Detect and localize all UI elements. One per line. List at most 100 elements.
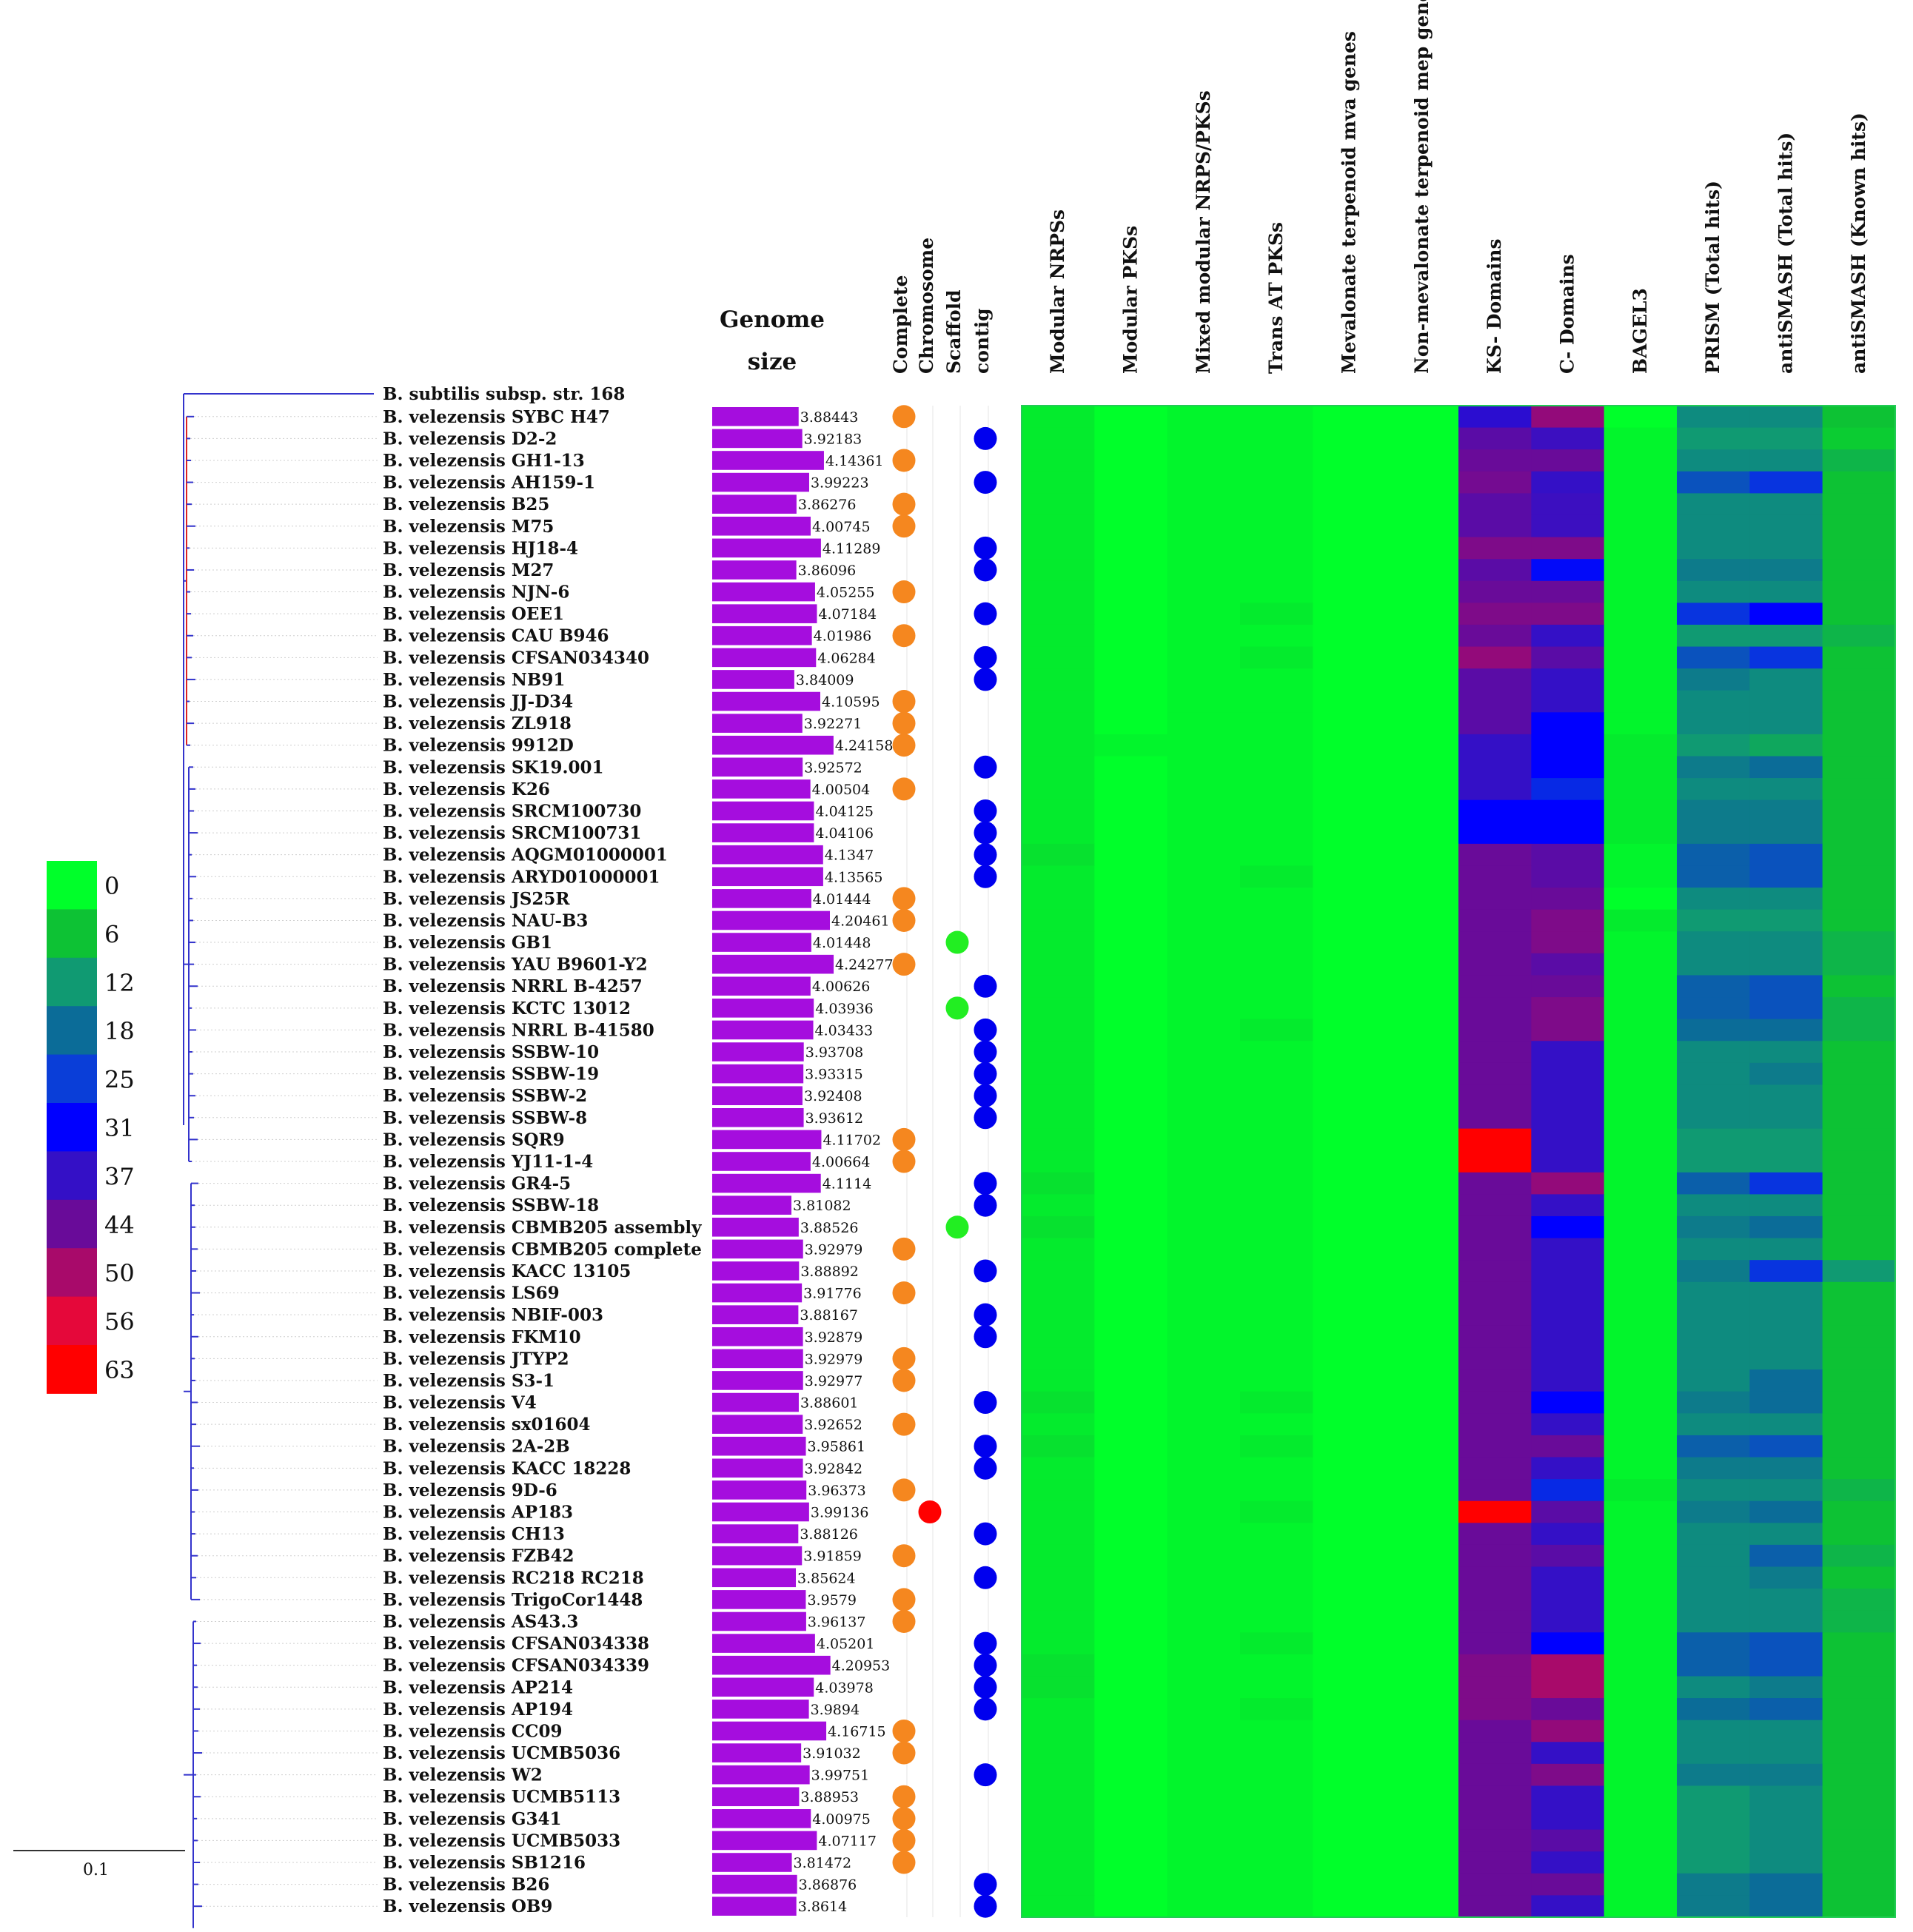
heatmap-cell [1094, 778, 1168, 801]
root-strain: B. subtilis subsp. str. 168 [383, 384, 625, 404]
heatmap-cell [1385, 1873, 1459, 1896]
heatmap-cell [1531, 1107, 1605, 1130]
heatmap-cell [1167, 778, 1241, 801]
heatmap-cell [1385, 1632, 1459, 1655]
heatmap-cell [1458, 668, 1532, 691]
heatmap-cell [1094, 1347, 1168, 1370]
heatmap-cell [1240, 1457, 1313, 1480]
genome-size-bar [712, 691, 820, 711]
heatmap-cell [1385, 799, 1459, 822]
heatmap-cell [1022, 427, 1095, 450]
assembly-dot-complete [892, 514, 916, 538]
heatmap-cell [1531, 690, 1605, 713]
assembly-dot-complete [892, 711, 916, 735]
heatmap-cell [1313, 888, 1387, 910]
heatmap-cell [1531, 888, 1605, 910]
heatmap-cell [1385, 931, 1459, 954]
heatmap-cell [1458, 624, 1532, 648]
heatmap-cell [1167, 449, 1241, 472]
heatmap-cell [1749, 975, 1823, 998]
heatmap-cell [1022, 1457, 1095, 1480]
heatmap-cell [1749, 493, 1823, 516]
heatmap-cell [1094, 1523, 1168, 1546]
strain-label: B. velezensis SSBW-10 [383, 1042, 599, 1062]
heatmap-cell [1458, 1019, 1532, 1042]
heatmap-cell [1677, 1763, 1750, 1787]
genome-size-bar [712, 1809, 811, 1828]
heatmap-cell [1531, 1851, 1605, 1874]
heatmap-cell [1240, 471, 1313, 494]
assembly-dot-contig [974, 1193, 997, 1217]
heatmap-cell [1167, 1632, 1241, 1655]
genome-size-bar [712, 1349, 803, 1369]
assembly-dot-complete [892, 1237, 916, 1261]
heatmap-cell [1167, 1676, 1241, 1699]
strain-label: B. velezensis ZL918 [383, 714, 572, 734]
heatmap-cell [1822, 1851, 1896, 1874]
heatmap-cell [1240, 1107, 1313, 1130]
heatmap-cell [1749, 1128, 1823, 1151]
strain-label: B. velezensis D2-2 [383, 429, 557, 449]
heatmap-cell [1458, 427, 1532, 450]
strain-label: B. velezensis SQR9 [383, 1130, 565, 1150]
heatmap-cell [1749, 1194, 1823, 1217]
heatmap-cell [1531, 1829, 1605, 1852]
assembly-dot-contig [974, 1084, 997, 1107]
heatmap-cell [1313, 1829, 1387, 1852]
heatmap-cell [1458, 1041, 1532, 1064]
heatmap-cell [1822, 1325, 1896, 1349]
genome-size-bar [712, 1261, 800, 1281]
heatmap-cell [1167, 712, 1241, 735]
heatmap-cell [1677, 1457, 1750, 1480]
heatmap-cell [1167, 624, 1241, 648]
heatmap-cell [1240, 1763, 1313, 1787]
heatmap-cell [1022, 712, 1095, 735]
heatmap-cell [1677, 1500, 1750, 1523]
heatmap-cell [1822, 778, 1896, 801]
heatmap-cell [1022, 1347, 1095, 1370]
heatmap-cell [1822, 1238, 1896, 1261]
genome-size-bar [712, 1590, 806, 1609]
genome-size-bar [712, 1765, 810, 1785]
heatmap-cell [1531, 1325, 1605, 1349]
assembly-dot-complete [892, 1785, 916, 1808]
genome-size-value: 3.91859 [803, 1549, 862, 1565]
heatmap-cell [1167, 1281, 1241, 1304]
heatmap-cell [1385, 1150, 1459, 1173]
heatmap-cell [1531, 1698, 1605, 1721]
genome-size-value: 4.10595 [822, 694, 880, 711]
assembly-dot-complete [892, 580, 916, 604]
heatmap-cell [1313, 931, 1387, 954]
heatmap-cell [1313, 624, 1387, 648]
heatmap-cell [1167, 822, 1241, 845]
heatmap-cell [1458, 1808, 1532, 1831]
phylogenetic-tree [183, 393, 378, 1928]
genome-size-bar [712, 494, 797, 514]
heatmap-cell [1749, 559, 1823, 582]
heatmap-cell [1313, 1238, 1387, 1261]
heatmap-cell [1094, 865, 1168, 888]
heatmap-cell [1313, 406, 1387, 429]
heatmap-cell [1749, 1808, 1823, 1831]
strain-label: B. velezensis FZB42 [383, 1546, 574, 1566]
genome-size-bar [712, 1655, 831, 1675]
heatmap-cell [1385, 1698, 1459, 1721]
heatmap-cell [1022, 1435, 1095, 1458]
heatmap-cell [1313, 734, 1387, 757]
genome-size-value: 3.92842 [805, 1460, 863, 1477]
heatmap-cell [1604, 1172, 1678, 1195]
heatmap-cell [1385, 1194, 1459, 1217]
genome-size-value: 3.86276 [798, 497, 857, 513]
heatmap-cell [1531, 1128, 1605, 1151]
heatmap-cell [1094, 1479, 1168, 1502]
heatmap-cell [1458, 580, 1532, 603]
heatmap-cell [1022, 449, 1095, 472]
heatmap-cell [1022, 1215, 1095, 1239]
heatmap-cell [1240, 603, 1313, 625]
heatmap-cell [1749, 1304, 1823, 1326]
legend-swatch [47, 861, 97, 910]
heatmap-cell [1822, 1632, 1896, 1655]
heatmap-cell [1167, 1369, 1241, 1392]
assembly-dot-complete [892, 1544, 916, 1568]
heatmap-cell [1167, 1808, 1241, 1831]
